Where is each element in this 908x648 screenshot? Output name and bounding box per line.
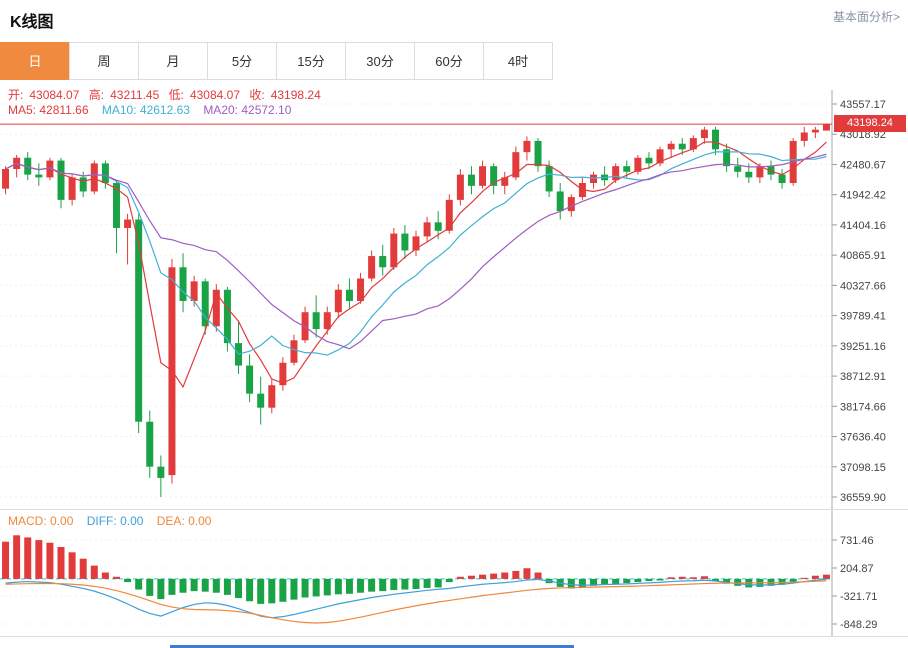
tab-60min[interactable]: 60分 [414, 42, 484, 80]
svg-text:40865.91: 40865.91 [840, 250, 886, 262]
period-tabbar: 日 周 月 5分 15分 30分 60分 4时 [0, 42, 908, 80]
candlestick-chart-canvas[interactable]: 43557.17 43018.92 42480.67 41942.42 41404.16… [0, 82, 908, 509]
current-price-badge: 43198.24 [834, 115, 906, 133]
svg-text:41404.16: 41404.16 [840, 220, 886, 232]
tab-week[interactable]: 周 [69, 42, 139, 80]
macd-panel: 731.46 204.87 -321.71 -848.29 MACD: 0.00 DI… [0, 509, 908, 637]
fundamental-analysis-link[interactable]: 基本面分析> [832, 10, 900, 24]
svg-text:36559.90: 36559.90 [840, 492, 886, 504]
svg-text:43557.17: 43557.17 [840, 99, 886, 111]
page-header: K线图 基本面分析> [0, 0, 908, 34]
svg-text:39789.41: 39789.41 [840, 311, 886, 323]
tab-5min[interactable]: 5分 [207, 42, 277, 80]
svg-text:204.87: 204.87 [840, 563, 874, 575]
svg-text:40327.66: 40327.66 [840, 280, 886, 292]
tab-30min[interactable]: 30分 [345, 42, 415, 80]
tab-4hour[interactable]: 4时 [483, 42, 553, 80]
page-title: K线图 [10, 14, 54, 31]
svg-text:43018.92: 43018.92 [840, 129, 886, 141]
svg-text:42480.67: 42480.67 [840, 159, 886, 171]
svg-text:37098.15: 37098.15 [840, 462, 886, 474]
tab-month[interactable]: 月 [138, 42, 208, 80]
svg-text:731.46: 731.46 [840, 535, 874, 547]
svg-text:37636.40: 37636.40 [840, 432, 886, 444]
svg-text:39251.16: 39251.16 [840, 341, 886, 353]
main-chart-panel: 43557.17 43018.92 42480.67 41942.42 41404.16… [0, 82, 908, 509]
tab-15min[interactable]: 15分 [276, 42, 346, 80]
scrollbar-thumb[interactable] [170, 645, 574, 648]
svg-text:-321.71: -321.71 [840, 591, 877, 603]
svg-text:41942.42: 41942.42 [840, 190, 886, 202]
svg-text:-848.29: -848.29 [840, 619, 877, 631]
tab-day[interactable]: 日 [0, 42, 70, 80]
svg-text:38174.66: 38174.66 [840, 401, 886, 413]
svg-text:38712.91: 38712.91 [840, 371, 886, 383]
macd-chart-canvas[interactable]: 731.46 204.87 -321.71 -848.29 [0, 510, 908, 636]
